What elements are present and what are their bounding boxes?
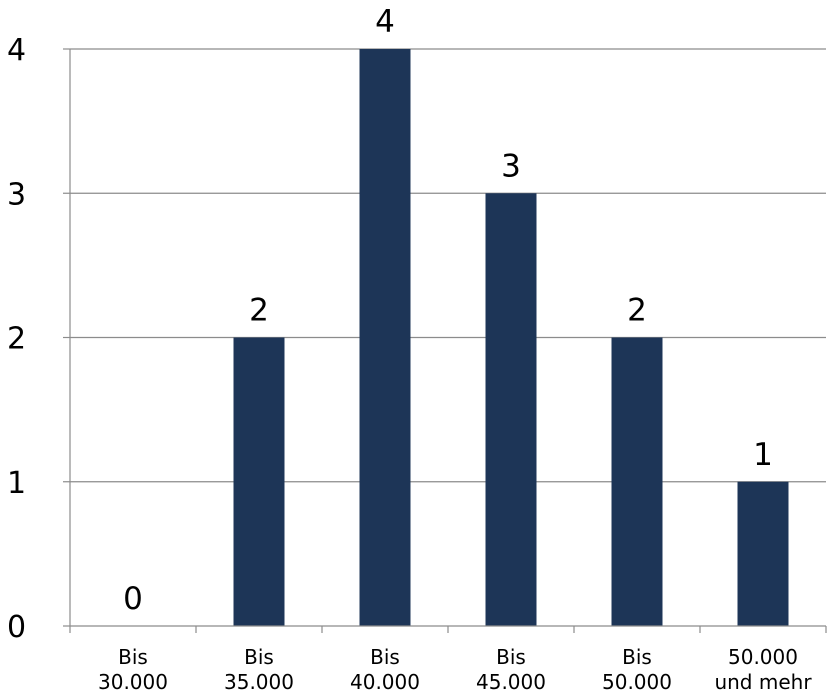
- x-tick-label-line: 40.000: [350, 670, 420, 694]
- data-label-0: 0: [123, 581, 143, 617]
- bar-1: [233, 337, 285, 626]
- y-tick-label: 3: [7, 177, 26, 212]
- x-tick-label-line: 45.000: [476, 670, 546, 694]
- x-tick-label-line: 50.000: [602, 670, 672, 694]
- x-tick-label-4: Bis 50.000: [602, 645, 672, 694]
- x-tick-label-line: Bis: [496, 645, 526, 669]
- bar-3: [485, 193, 537, 626]
- x-tick-label-line: Bis: [370, 645, 400, 669]
- data-label-2: 4: [375, 4, 395, 40]
- bars: [233, 49, 789, 626]
- y-tick-label: 4: [7, 33, 26, 68]
- data-label-1: 2: [249, 293, 269, 329]
- axes: [63, 48, 827, 633]
- bar-5: [737, 481, 789, 626]
- x-tick-label-3: Bis 45.000: [476, 645, 546, 694]
- data-label-4: 2: [627, 293, 647, 329]
- gridlines: [70, 48, 826, 483]
- x-tick-label-line: Bis: [244, 645, 274, 669]
- bar-4: [611, 337, 663, 626]
- data-label-5: 1: [753, 437, 773, 473]
- x-tick-label-line: 30.000: [98, 670, 168, 694]
- bar-2: [359, 49, 411, 626]
- x-tick-label-line: 35.000: [224, 670, 294, 694]
- x-tick-label-2: Bis 40.000: [350, 645, 420, 694]
- x-tick-label-line: Bis: [118, 645, 148, 669]
- x-tick-label-line: Bis: [622, 645, 652, 669]
- x-tick-label-line: 50.000: [728, 645, 798, 669]
- y-tick-label: 0: [7, 610, 26, 645]
- x-tick-label-5: 50.000 und mehr: [714, 645, 812, 694]
- data-label-3: 3: [501, 148, 521, 184]
- x-tick-label-0: Bis 30.000: [98, 645, 168, 694]
- x-tick-label-1: Bis 35.000: [224, 645, 294, 694]
- y-tick-label: 2: [7, 322, 26, 357]
- x-tick-label-line: und mehr: [714, 670, 812, 694]
- y-tick-label: 1: [7, 466, 26, 501]
